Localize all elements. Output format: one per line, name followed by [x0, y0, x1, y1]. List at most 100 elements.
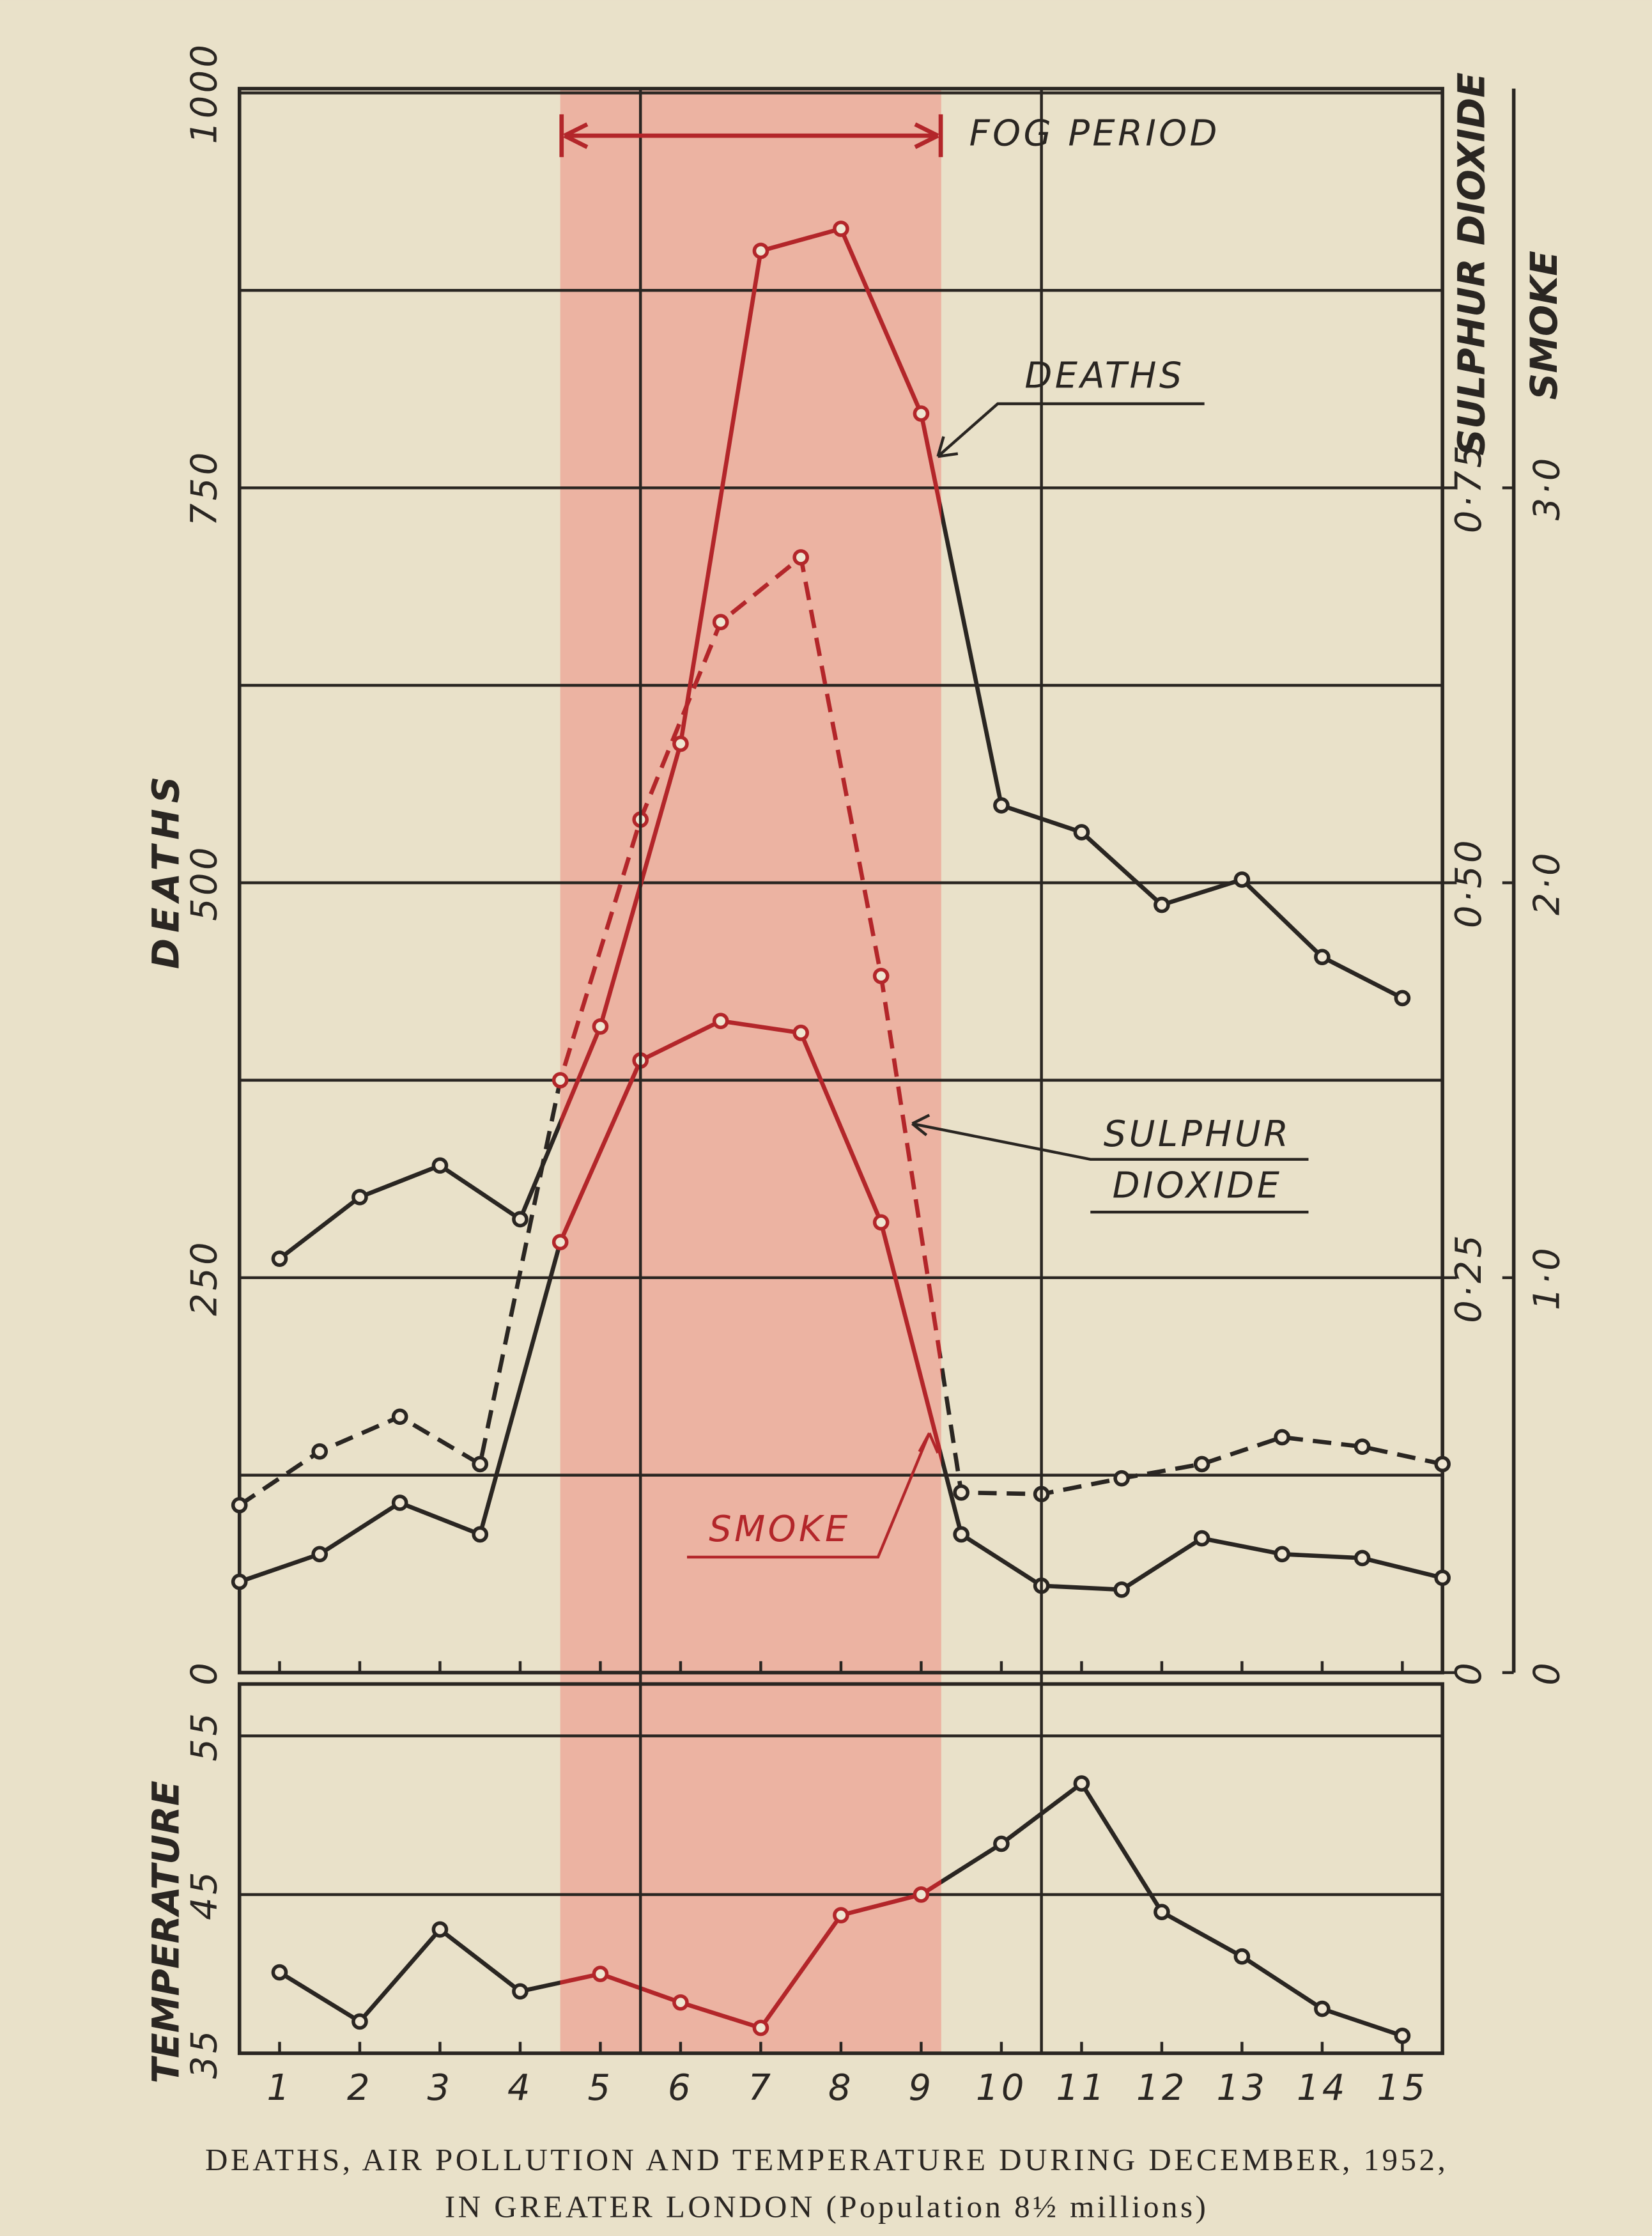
- data-point: [552, 1234, 569, 1251]
- data-point: [953, 1484, 969, 1501]
- data-point: [311, 1443, 328, 1460]
- data-point: [472, 1456, 489, 1473]
- data-point: [1193, 1530, 1210, 1547]
- y-tick-label: 1000: [184, 42, 226, 144]
- x-tick-label: 15: [1377, 2067, 1428, 2109]
- data-point: [712, 614, 729, 631]
- data-point: [1354, 1549, 1371, 1567]
- y2-tick-label: 0·50: [1448, 837, 1490, 928]
- annotation: DEATHS: [1024, 355, 1184, 397]
- y2-tick-label: 0·25: [1448, 1232, 1490, 1323]
- data-point: [1354, 1438, 1371, 1456]
- data-point: [1394, 2027, 1411, 2044]
- x-tick-label: 5: [587, 2067, 613, 2109]
- y-tick-label: 250: [184, 1239, 226, 1316]
- data-point: [311, 1546, 328, 1563]
- y-tick-label: 45: [184, 1869, 226, 1920]
- x-tick-label: 14: [1297, 2067, 1348, 2109]
- data-point: [1434, 1456, 1451, 1473]
- data-point: [431, 1921, 449, 1938]
- data-point: [913, 1886, 930, 1903]
- data-point: [752, 2019, 769, 2037]
- x-tick-label: 12: [1136, 2067, 1187, 2109]
- series-line: [238, 1018, 1443, 1592]
- x-tick-label: 9: [908, 2067, 934, 2109]
- data-point: [512, 1983, 529, 2000]
- annotation: SMOKE: [709, 1509, 850, 1550]
- data-point: [792, 549, 809, 566]
- annotation: FOG PERIOD: [969, 113, 1220, 154]
- data-point: [1314, 2000, 1331, 2017]
- data-point: [1274, 1546, 1290, 1563]
- data-point: [351, 2013, 368, 2030]
- x-tick-label: 4: [507, 2067, 533, 2109]
- y-tick-label: 35: [184, 2028, 226, 2079]
- data-point: [993, 1835, 1010, 1852]
- data-point: [271, 1964, 288, 1981]
- caption: DEATHS, AIR POLLUTION AND TEMPERATURE DU…: [205, 2142, 1448, 2177]
- x-tick-label: 7: [748, 2067, 773, 2109]
- data-point: [1113, 1470, 1130, 1487]
- data-point: [1073, 824, 1090, 841]
- x-tick-label: 1: [266, 2067, 292, 2109]
- y-tick-label: 0: [184, 1660, 226, 1686]
- data-point: [833, 1907, 849, 1923]
- data-point: [431, 1157, 449, 1174]
- annotation: SULPHUR: [1104, 1114, 1292, 1155]
- data-point: [1233, 871, 1251, 888]
- annotation: DIOXIDE: [1113, 1165, 1283, 1206]
- data-point: [993, 797, 1010, 814]
- data-point: [351, 1188, 368, 1206]
- data-point: [472, 1526, 489, 1543]
- data-point: [231, 1573, 248, 1590]
- data-point: [271, 1250, 288, 1267]
- x-tick-label: 8: [828, 2067, 854, 2109]
- x-tick-label: 10: [976, 2067, 1027, 2109]
- data-point: [872, 1214, 890, 1231]
- x-tick-label: 3: [427, 2067, 452, 2109]
- data-point: [1274, 1429, 1290, 1446]
- x-tick-label: 2: [347, 2067, 373, 2109]
- y3-tick-label: 0: [1527, 1660, 1568, 1686]
- y3-tick-label: 2·0: [1527, 850, 1568, 915]
- x-tick-label: 13: [1216, 2067, 1267, 2109]
- y-tick-label: 55: [184, 1711, 226, 1762]
- data-point: [752, 242, 769, 260]
- y-tick-label: 750: [184, 449, 226, 526]
- annotation-leader: [687, 1432, 939, 1559]
- data-point: [1434, 1569, 1451, 1587]
- data-point: [1113, 1581, 1130, 1598]
- y-axis-title: DEATHS: [144, 771, 187, 969]
- data-point: [391, 1495, 408, 1511]
- y2-axis-title: SULPHUR DIOXIDE: [1449, 72, 1493, 456]
- fog-shade: [560, 88, 941, 2054]
- data-point: [833, 221, 849, 237]
- data-point: [872, 967, 890, 984]
- y3-tick-label: 1·0: [1527, 1245, 1568, 1310]
- data-point: [1193, 1456, 1210, 1473]
- data-point: [1233, 1948, 1251, 1965]
- y2-tick-label: 0: [1448, 1660, 1490, 1686]
- y3-axis-title: SMOKE: [1522, 251, 1566, 400]
- data-point: [1073, 1775, 1090, 1792]
- x-tick-label: 6: [668, 2067, 693, 2109]
- data-point: [672, 735, 689, 752]
- data-point: [1154, 1904, 1170, 1921]
- data-point: [953, 1526, 969, 1543]
- y3-tick-label: 3·0: [1527, 455, 1568, 520]
- data-point: [672, 1994, 689, 2011]
- data-point: [792, 1024, 809, 1041]
- data-point: [592, 1018, 609, 1035]
- y2-tick-label: 0·75: [1448, 442, 1490, 533]
- data-point: [592, 1966, 609, 1982]
- y-tick-label: 500: [184, 844, 226, 921]
- data-point: [391, 1408, 408, 1425]
- data-point: [231, 1496, 248, 1514]
- data-point: [913, 405, 930, 422]
- caption: IN GREATER LONDON (Population 8½ million…: [445, 2189, 1209, 2224]
- data-point: [552, 1072, 569, 1089]
- data-point: [712, 1013, 729, 1030]
- series-line: [238, 555, 1443, 1507]
- data-point: [1314, 949, 1331, 965]
